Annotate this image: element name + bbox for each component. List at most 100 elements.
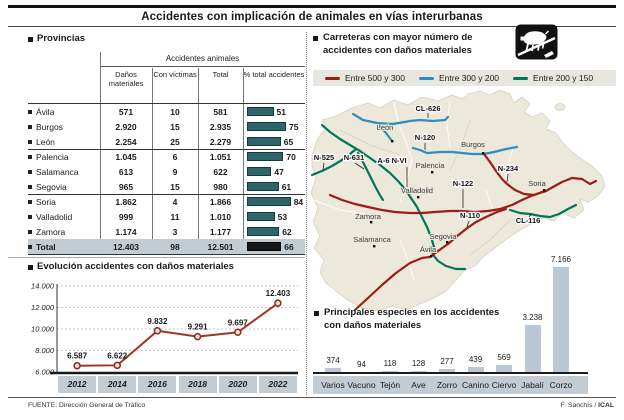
column-divider (306, 32, 307, 395)
row-bullet-icon (28, 169, 32, 174)
pct-value: 84 (293, 196, 304, 207)
province-borders (313, 101, 515, 281)
pct-bar (247, 242, 282, 251)
material-value: 613 (118, 166, 134, 177)
total-value: 2.935 (209, 121, 232, 132)
title-underline (8, 26, 616, 27)
species-title-line1: Principales especies en los accidentes (324, 307, 500, 318)
red-line-swatch-icon (325, 76, 340, 80)
y-tick-label: 10.000 (31, 325, 55, 334)
data-point-marker (153, 327, 162, 335)
pct-bar (247, 212, 275, 221)
credit-agency: ICAL (598, 402, 614, 409)
total-value: 581 (213, 106, 228, 117)
table-hline (28, 194, 305, 195)
year-label: 2016 (138, 376, 177, 393)
victims-value: 15 (170, 181, 180, 192)
road-cl626 (351, 112, 450, 126)
section-bullet-icon (313, 36, 318, 41)
road-leon-branch (375, 121, 394, 143)
legend-item: Entre 500 y 300 (325, 73, 405, 83)
species-section-title: Principales especies en los accidentes c… (324, 307, 554, 332)
material-value: 1.174 (115, 226, 137, 237)
pct-value: 65 (283, 136, 294, 147)
credit-note: F. Sanchís / ICAL (561, 402, 614, 409)
y-tick-label: 6.000 (35, 368, 55, 377)
city-label: León (377, 123, 394, 132)
data-point-label: 9.697 (228, 318, 249, 327)
total-value: 1.010 (209, 211, 232, 222)
city-dots (370, 140, 546, 258)
species-value-label: 569 (497, 352, 511, 362)
table-row: León 2.254 25 2.279 65 (28, 134, 305, 149)
minor-roads (339, 119, 511, 256)
city-label: Segovia (429, 232, 457, 241)
row-bullet-icon (28, 214, 32, 219)
data-point-label: 12.403 (266, 289, 291, 298)
group-header-underline (100, 66, 305, 67)
table-vline (198, 68, 199, 254)
table-row: Ávila 571 10 581 51 (28, 104, 305, 119)
pct-bar (247, 137, 281, 146)
pct-value: 47 (274, 166, 284, 177)
species-bar (524, 325, 541, 373)
pct-value: 51 (276, 106, 286, 117)
roads-section-title: Carreteras con mayor número de accidente… (323, 32, 523, 57)
provinces-section-title: Provincias (37, 33, 86, 44)
road-label: N-234 (498, 164, 519, 173)
row-bullet-icon (28, 184, 32, 189)
material-value: 965 (118, 181, 134, 192)
legend-item: Entre 300 y 200 (419, 73, 499, 83)
table-row: Segovia 965 15 980 61 (28, 179, 305, 194)
city-label: Zamora (355, 212, 382, 221)
col-header-material: Daños materiales (108, 70, 144, 88)
y-tick-label: 12.000 (31, 303, 55, 312)
province-name: Zamora (36, 226, 66, 237)
data-point-marker (193, 332, 202, 341)
species-value-label: 94 (357, 359, 366, 369)
road-label: N-525 (314, 153, 334, 162)
pct-bar (247, 122, 286, 131)
legend-item: Entre 200 y 150 (513, 73, 593, 83)
section-bullet-icon (28, 265, 33, 270)
map-legend: Entre 500 y 300 Entre 300 y 200 Entre 20… (313, 70, 616, 86)
evolution-line-chart: 6.000 8.000 10.000 12.000 14.000 6.587 6.622 9.… (31, 282, 298, 377)
row-bullet-icon (28, 154, 32, 159)
table-hline (28, 254, 305, 255)
year-label: 2018 (178, 376, 217, 393)
total-value: 1.177 (209, 226, 232, 237)
pct-value: 75 (289, 121, 299, 132)
table-row: Palencia 1.045 6 1.051 70 (28, 149, 305, 164)
pct-bar (247, 167, 272, 176)
province-name: Palencia (36, 151, 69, 162)
province-name: Total (36, 241, 56, 252)
material-value: 2.920 (115, 121, 137, 132)
pct-bar (247, 197, 291, 206)
material-value: 12.403 (113, 241, 139, 252)
section-bullet-icon (28, 37, 33, 42)
species-value-label: 374 (326, 355, 340, 365)
pct-bar (247, 107, 274, 116)
section-bullet-icon (314, 311, 319, 316)
data-point-label: 6.587 (67, 352, 88, 361)
green-line-swatch-icon (513, 76, 529, 80)
road-label: CL-626 (415, 104, 440, 113)
table-hline (28, 149, 305, 150)
species-category-band (313, 376, 588, 394)
road-cl116 (508, 203, 578, 219)
roads-title-line1: Carreteras con mayor número de (323, 32, 473, 43)
region-outline (310, 90, 606, 312)
province-name: Segovia (36, 181, 67, 192)
col-header-pct: % total accidentes (243, 70, 305, 79)
road-label: N-631 (344, 153, 364, 162)
credit-author: F. Sanchís / (560, 402, 597, 409)
data-point-marker (113, 361, 121, 370)
road-label: A-6 N-VI (377, 156, 406, 165)
province-name: Ávila (36, 106, 55, 117)
road-a6-nvi (320, 123, 467, 271)
table-row: Salamanca 613 9 622 47 (28, 164, 305, 179)
victims-value: 3 (172, 226, 178, 237)
row-bullet-icon (28, 229, 32, 234)
road-n525 (310, 147, 358, 177)
source-note: FUENTE: Dirección General de Tráfico (28, 402, 146, 409)
